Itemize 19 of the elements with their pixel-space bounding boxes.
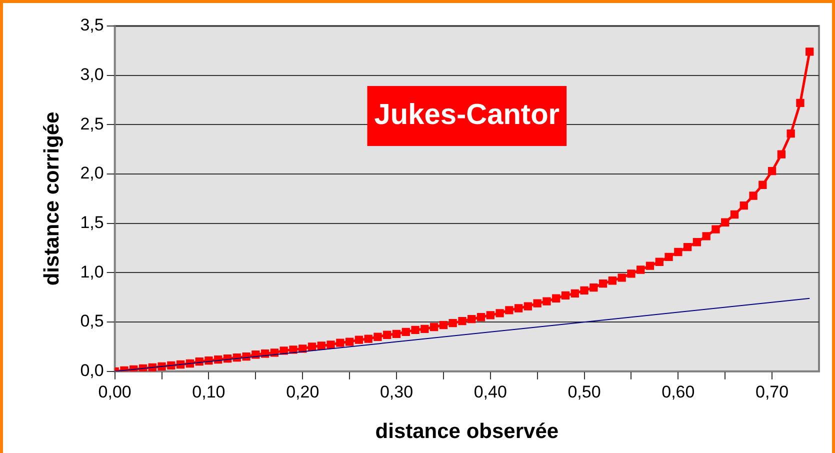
y-tick-label: 1,5 — [80, 213, 104, 232]
x-tick-label: 0,60 — [662, 382, 695, 402]
y-tick-label: 2,5 — [80, 114, 104, 134]
y-tick-label: 3,0 — [80, 65, 104, 84]
x-tick-label: 0,70 — [756, 382, 789, 402]
x-tick-label: 0,10 — [192, 382, 226, 402]
y-tick-label: 3,5 — [80, 16, 104, 35]
x-tick-label: 0,50 — [568, 382, 601, 402]
y-tick-label: 1,0 — [80, 262, 104, 282]
y-tick-label: 0,0 — [80, 361, 104, 380]
x-axis-title: distance observée — [375, 420, 559, 444]
y-tick-label: 0,5 — [80, 312, 104, 331]
y-axis-title: distance corrigée — [40, 112, 64, 286]
x-tick-label: 0,40 — [474, 382, 507, 402]
x-tick-label: 0,20 — [286, 382, 320, 402]
x-tick-label: 0,30 — [380, 382, 414, 402]
annotation: Jukes-Cantor — [374, 99, 560, 131]
x-tick-label: 0,00 — [98, 382, 132, 402]
y-tick-label: 2,0 — [80, 164, 104, 183]
